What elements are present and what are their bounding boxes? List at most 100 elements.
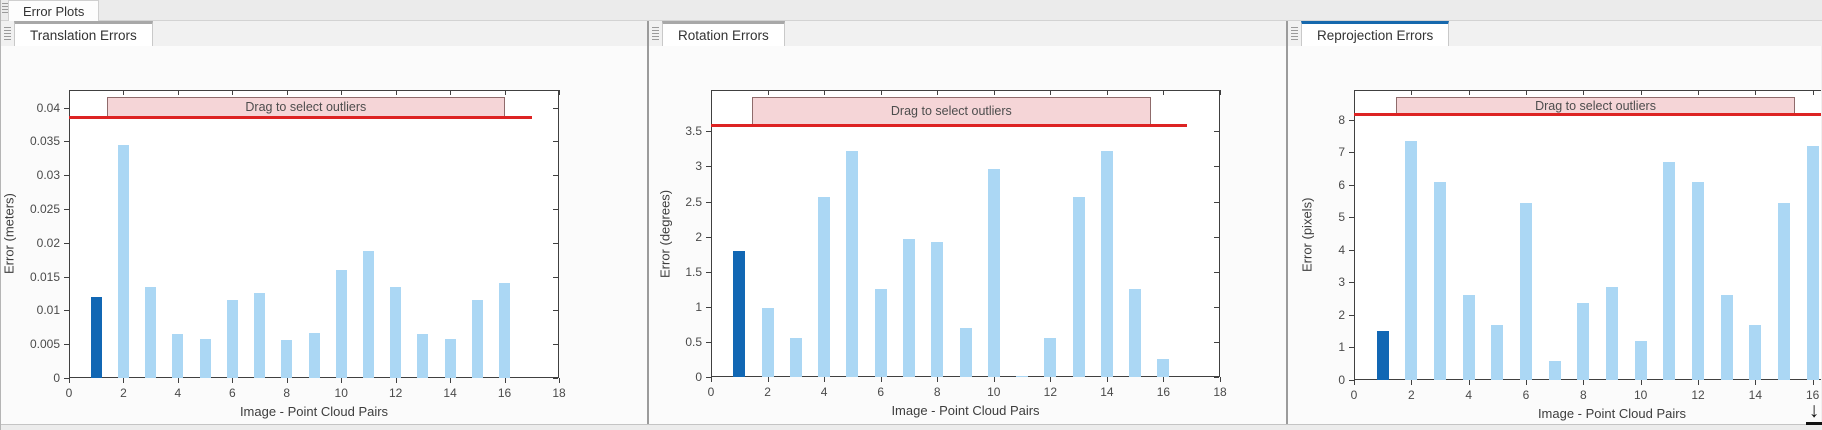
bar[interactable]	[281, 340, 293, 378]
bar[interactable]	[1720, 295, 1733, 380]
x-tick	[1526, 380, 1527, 385]
bar[interactable]	[959, 327, 972, 377]
y-tick	[1349, 347, 1354, 349]
bar[interactable]	[471, 299, 483, 378]
bar[interactable]	[335, 269, 347, 378]
grip-icon[interactable]	[652, 27, 659, 40]
band-label: Drag to select outliers	[1535, 98, 1656, 113]
bar[interactable]	[846, 151, 859, 377]
outlier-threshold-line[interactable]	[1354, 113, 1821, 117]
bar[interactable]	[761, 308, 774, 377]
y-tick-mirror	[1214, 341, 1219, 343]
bar[interactable]	[902, 238, 915, 377]
bar[interactable]	[931, 241, 944, 377]
bar[interactable]	[145, 286, 157, 378]
panel-reprojection-errors: Reprojection Errors 02468101214161801234…	[1288, 21, 1821, 424]
x-tick-mirror	[1812, 90, 1814, 95]
bar[interactable]	[1100, 151, 1113, 377]
y-tick-label: 0.005	[29, 337, 60, 352]
bar[interactable]	[1778, 202, 1790, 380]
x-tick-mirror	[1640, 90, 1642, 95]
bar[interactable]	[1577, 302, 1590, 380]
outlier-selection-band[interactable]: Drag to select outliers	[752, 97, 1151, 126]
x-tick	[395, 378, 397, 383]
bar[interactable]	[874, 289, 887, 377]
y-tick	[1349, 119, 1354, 121]
bar[interactable]	[1044, 338, 1057, 377]
y-tick	[1349, 282, 1354, 284]
bar[interactable]	[1434, 181, 1446, 380]
y-tick-label: 5	[1338, 210, 1345, 225]
x-tick-mirror	[504, 90, 506, 95]
tab-translation-errors[interactable]: Translation Errors	[14, 21, 153, 46]
bar[interactable]	[1749, 324, 1762, 380]
bar[interactable]	[1634, 340, 1647, 380]
y-tick-mirror	[1214, 236, 1219, 238]
x-tick	[1354, 380, 1355, 385]
bar[interactable]	[1663, 162, 1676, 380]
bar[interactable]	[1806, 145, 1819, 380]
outlier-selection-band[interactable]: Drag to select outliers	[107, 97, 505, 118]
y-tick	[706, 131, 711, 133]
bar[interactable]	[1072, 197, 1085, 377]
y-tick	[706, 306, 711, 308]
bar[interactable]	[1405, 141, 1418, 380]
x-tick-label: 0	[65, 386, 73, 400]
reprojection-errors-chart[interactable]: 024681012141618012345678Image - Point Cl…	[1288, 46, 1821, 424]
bar[interactable]	[254, 292, 266, 378]
grip-icon[interactable]	[2, 3, 8, 15]
bar[interactable]	[499, 283, 511, 378]
x-tick-label: 18	[1213, 385, 1227, 399]
bar[interactable]	[1016, 375, 1029, 377]
bar-highlighted[interactable]	[733, 250, 746, 377]
grip-icon[interactable]	[1291, 27, 1298, 40]
y-axis-label: Error (meters)	[1, 193, 17, 275]
grip-icon[interactable]	[4, 27, 11, 40]
outlier-threshold-line[interactable]	[711, 124, 1188, 128]
x-tick-mirror	[1050, 90, 1052, 95]
y-tick-label: 1	[1338, 340, 1345, 355]
translation-errors-chart[interactable]: 0 2 4 6 8 10 12 14 16 18 0 0.005 0.01 0.015 0.02 0.025 0…	[1, 46, 647, 424]
bar[interactable]	[1548, 361, 1561, 380]
outlier-threshold-line[interactable]	[69, 116, 532, 120]
y-tick-label: 0.035	[29, 134, 60, 149]
tab-error-plots[interactable]: Error Plots	[8, 0, 100, 21]
bar[interactable]	[308, 332, 320, 378]
x-tick-mirror	[1526, 90, 1527, 95]
download-icon[interactable]: ↓	[1801, 400, 1822, 430]
bar[interactable]	[1129, 289, 1142, 377]
bar-highlighted[interactable]	[90, 296, 102, 378]
document-tab-bar: Error Plots	[1, 0, 1822, 21]
bar[interactable]	[417, 334, 429, 378]
bar[interactable]	[390, 286, 402, 378]
panel-tab-label: Reprojection Errors	[1317, 27, 1434, 43]
tab-rotation-errors[interactable]: Rotation Errors	[662, 21, 785, 46]
bar[interactable]	[172, 334, 184, 378]
bar[interactable]	[789, 337, 802, 377]
y-tick-mirror	[553, 276, 558, 278]
bar[interactable]	[818, 197, 831, 377]
x-tick	[69, 378, 70, 383]
bar[interactable]	[362, 250, 374, 378]
bar[interactable]	[199, 339, 211, 378]
bar[interactable]	[1462, 295, 1475, 380]
bar[interactable]	[1157, 359, 1170, 377]
outlier-selection-band[interactable]: Drag to select outliers	[1395, 97, 1796, 115]
tab-reprojection-errors[interactable]: Reprojection Errors	[1301, 21, 1450, 46]
bar[interactable]	[226, 299, 238, 378]
bar[interactable]	[987, 169, 1000, 377]
y-tick-label: 0	[695, 370, 702, 384]
panel-tab-label: Rotation Errors	[678, 27, 769, 43]
bar[interactable]	[1606, 286, 1618, 380]
bar[interactable]	[1692, 181, 1704, 380]
x-tick-label: 12	[1691, 388, 1705, 402]
bar[interactable]	[1520, 202, 1532, 380]
bar[interactable]	[1491, 324, 1504, 380]
y-tick-label: 0.5	[685, 334, 702, 349]
bar[interactable]	[444, 339, 456, 378]
bar-highlighted[interactable]	[1376, 331, 1389, 380]
bar[interactable]	[117, 144, 129, 378]
x-tick	[824, 377, 826, 382]
x-tick-mirror	[1468, 90, 1470, 95]
rotation-errors-chart[interactable]: 0 2 4 6 8 10 12 14 16 18 0 0.5 1 1.5 2 2.5 3 3.5 Image - P…	[649, 46, 1286, 424]
